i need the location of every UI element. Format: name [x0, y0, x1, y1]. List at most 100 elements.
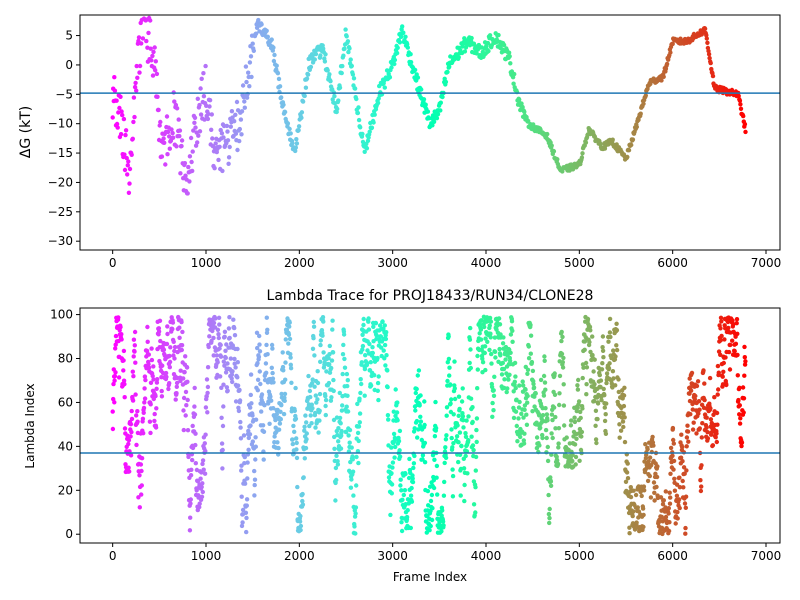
lambda-point	[352, 524, 357, 529]
lambda-point	[216, 332, 221, 337]
dg-point	[305, 72, 311, 77]
dg-point	[736, 93, 741, 99]
lambda-point	[712, 395, 717, 400]
dg-point	[742, 122, 748, 127]
lambda-point	[521, 383, 526, 388]
lambda-point	[509, 319, 515, 324]
lambda-point	[179, 347, 184, 353]
dg-point	[189, 159, 194, 165]
lambda-point	[375, 355, 380, 361]
lambda-point	[292, 408, 297, 413]
lambda-point	[625, 476, 631, 481]
lambda-point	[250, 439, 255, 444]
lambda-point	[617, 422, 622, 427]
lambda-point	[368, 360, 373, 365]
dg-point	[287, 126, 292, 132]
lambda-point	[279, 391, 284, 397]
lambda-point	[455, 423, 460, 428]
lambda-point	[601, 386, 606, 392]
lambda-point	[267, 421, 272, 426]
lambda-point	[668, 495, 673, 500]
dg-point	[114, 121, 120, 127]
lambda-point	[146, 352, 151, 357]
dg-point	[485, 40, 491, 46]
lambda-point	[239, 463, 244, 468]
lambda-point	[734, 317, 740, 322]
dg-point	[182, 161, 188, 166]
lambda-point	[420, 457, 425, 462]
lambda-point	[269, 398, 274, 403]
lambda-point	[192, 404, 197, 409]
lambda-point	[429, 517, 435, 523]
dg-point	[310, 53, 315, 58]
dg-point	[235, 147, 240, 153]
lambda-point	[536, 413, 542, 418]
dg-point	[435, 112, 441, 117]
dg-point	[210, 136, 215, 141]
lambda-point	[403, 471, 408, 477]
lambda-point	[263, 361, 269, 366]
dg-point	[250, 41, 255, 46]
dg-point	[358, 125, 363, 130]
lambda-point	[142, 386, 147, 391]
dg-point	[190, 168, 195, 174]
lambda-point	[590, 334, 595, 339]
lambda-point	[190, 457, 195, 463]
lambda-point	[395, 418, 400, 423]
lambda-point	[311, 324, 317, 329]
lambda-point	[469, 434, 474, 439]
lambda-point	[271, 380, 276, 385]
lambda-point	[647, 473, 652, 479]
lambda-point	[148, 402, 153, 407]
lambda-point	[270, 376, 276, 381]
lambda-point	[360, 347, 365, 352]
dg-point	[165, 129, 171, 135]
dg-y-tick-label: −30	[48, 234, 73, 248]
dg-point	[302, 93, 307, 99]
lambda-point	[414, 418, 420, 424]
lambda-point	[309, 381, 315, 386]
lambda-point	[727, 367, 733, 372]
lambda-point	[670, 453, 675, 458]
dg-point	[638, 111, 643, 116]
dg-point	[323, 52, 328, 57]
dg-point	[186, 164, 191, 170]
lambda-point	[397, 448, 402, 453]
dg-point	[643, 93, 648, 98]
lambda-point	[490, 414, 495, 419]
lambda-point	[286, 332, 292, 337]
lambda-point	[704, 415, 709, 420]
lambda-point	[401, 492, 406, 498]
lambda-point	[611, 348, 616, 353]
lambda-point	[315, 380, 321, 386]
dg-point	[335, 106, 340, 112]
lambda-point	[422, 440, 428, 446]
lambda-point	[548, 475, 553, 480]
lambda-point	[129, 416, 135, 422]
lambda-point	[222, 329, 228, 334]
lambda-point	[576, 399, 582, 404]
lambda-point	[195, 479, 201, 484]
lambda-point	[702, 381, 707, 386]
lambda-point	[197, 501, 202, 506]
lambda-point	[110, 409, 115, 414]
lambda-point	[375, 388, 380, 393]
lambda-point	[678, 455, 684, 460]
lambda-point	[112, 400, 117, 405]
lambda-point	[238, 436, 244, 441]
dg-point	[187, 179, 192, 184]
dg-point	[288, 131, 293, 136]
lambda-point	[627, 525, 632, 530]
lambda-point	[392, 435, 398, 441]
lambda-point	[383, 336, 389, 342]
lambda-y-tick-label: 20	[58, 483, 73, 497]
lambda-point	[694, 383, 700, 389]
lambda-point	[370, 345, 375, 350]
lambda-point	[716, 387, 721, 392]
lambda-point	[113, 346, 118, 351]
lambda-point	[272, 434, 277, 439]
dg-point	[308, 64, 314, 70]
dg-point	[347, 46, 352, 51]
dg-point	[121, 116, 127, 122]
dg-point	[304, 76, 310, 81]
